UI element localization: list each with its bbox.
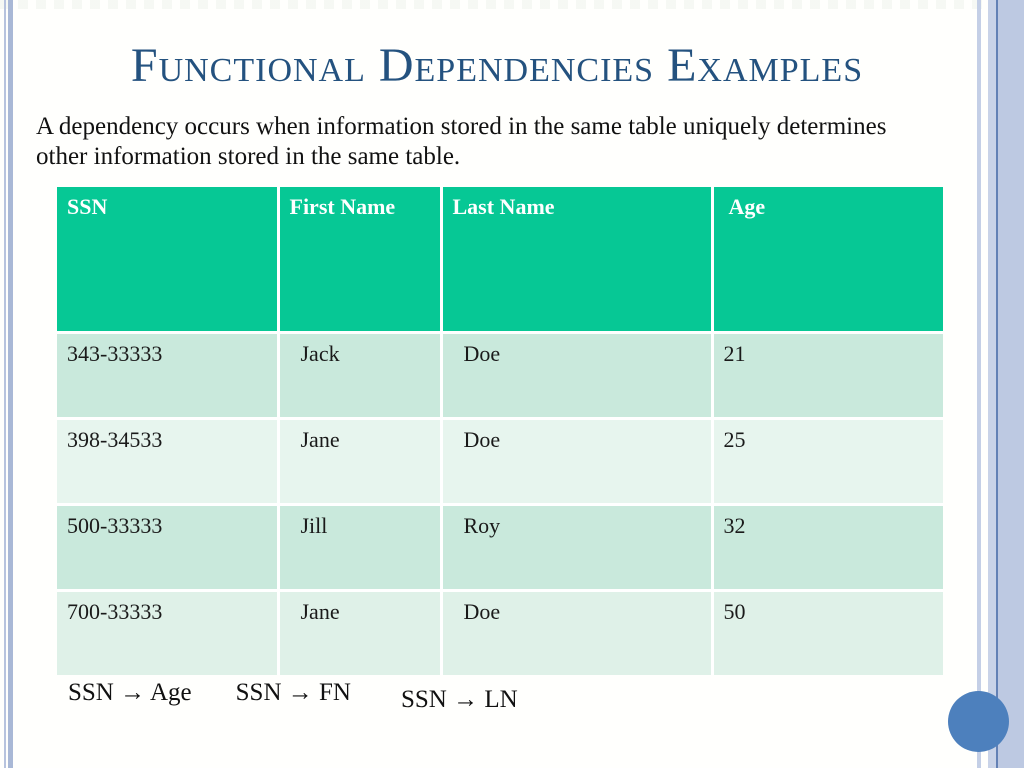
table-cell-ssn: 700-33333 <box>57 589 280 675</box>
table-cell-first-name: Jane <box>276 417 443 506</box>
decorative-circle <box>948 691 1009 752</box>
top-edge-texture <box>0 0 1024 9</box>
dependency-ssn-age: SSN → Age <box>68 679 192 706</box>
table-header-row: SSN First Name Last Name Age <box>57 187 943 334</box>
table-cell-last-name: Doe <box>439 417 714 506</box>
right-edge-stripe-dark-line <box>996 0 998 768</box>
table-row: 343-33333 Jack Doe 21 <box>57 331 943 420</box>
header-cell-first-name: First Name <box>276 187 443 334</box>
table-cell-age: 32 <box>710 503 943 592</box>
dependency-notes: SSN → Age SSN → FN SSN → LN <box>68 679 518 714</box>
table-cell-first-name: Jack <box>276 331 443 420</box>
table-row: 700-33333 Jane Doe 50 <box>57 589 943 675</box>
table-row: 398-34533 Jane Doe 25 <box>57 417 943 506</box>
table-cell-age: 21 <box>710 331 943 420</box>
header-cell-ssn: SSN <box>57 187 280 334</box>
header-cell-last-name: Last Name <box>439 187 714 334</box>
right-edge-stripe-thin <box>977 0 981 768</box>
table-row: 500-33333 Jill Roy 32 <box>57 503 943 592</box>
table-cell-age: 50 <box>710 589 943 675</box>
table-cell-ssn: 500-33333 <box>57 503 280 592</box>
left-edge-stripe-thin <box>4 0 6 768</box>
table-cell-ssn: 343-33333 <box>57 331 280 420</box>
right-edge-stripe-inner <box>988 0 996 768</box>
table-cell-first-name: Jill <box>276 503 443 592</box>
header-cell-age: Age <box>710 187 943 334</box>
table-cell-first-name: Jane <box>276 589 443 675</box>
table-cell-age: 25 <box>710 417 943 506</box>
slide-title: Functional Dependencies Examples <box>130 39 864 92</box>
table-cell-ssn: 398-34533 <box>57 417 280 506</box>
table-cell-last-name: Doe <box>439 331 714 420</box>
table-cell-last-name: Doe <box>439 589 714 675</box>
slide-description: A dependency occurs when information sto… <box>36 113 887 170</box>
functional-dependency-table: SSN First Name Last Name Age 343-33333 J… <box>57 187 943 675</box>
dependency-ssn-ln: SSN → LN <box>400 686 518 713</box>
left-edge-stripe-band <box>8 0 13 768</box>
table-cell-last-name: Roy <box>439 503 714 592</box>
dependency-ssn-fn: SSN → FN <box>235 679 351 706</box>
